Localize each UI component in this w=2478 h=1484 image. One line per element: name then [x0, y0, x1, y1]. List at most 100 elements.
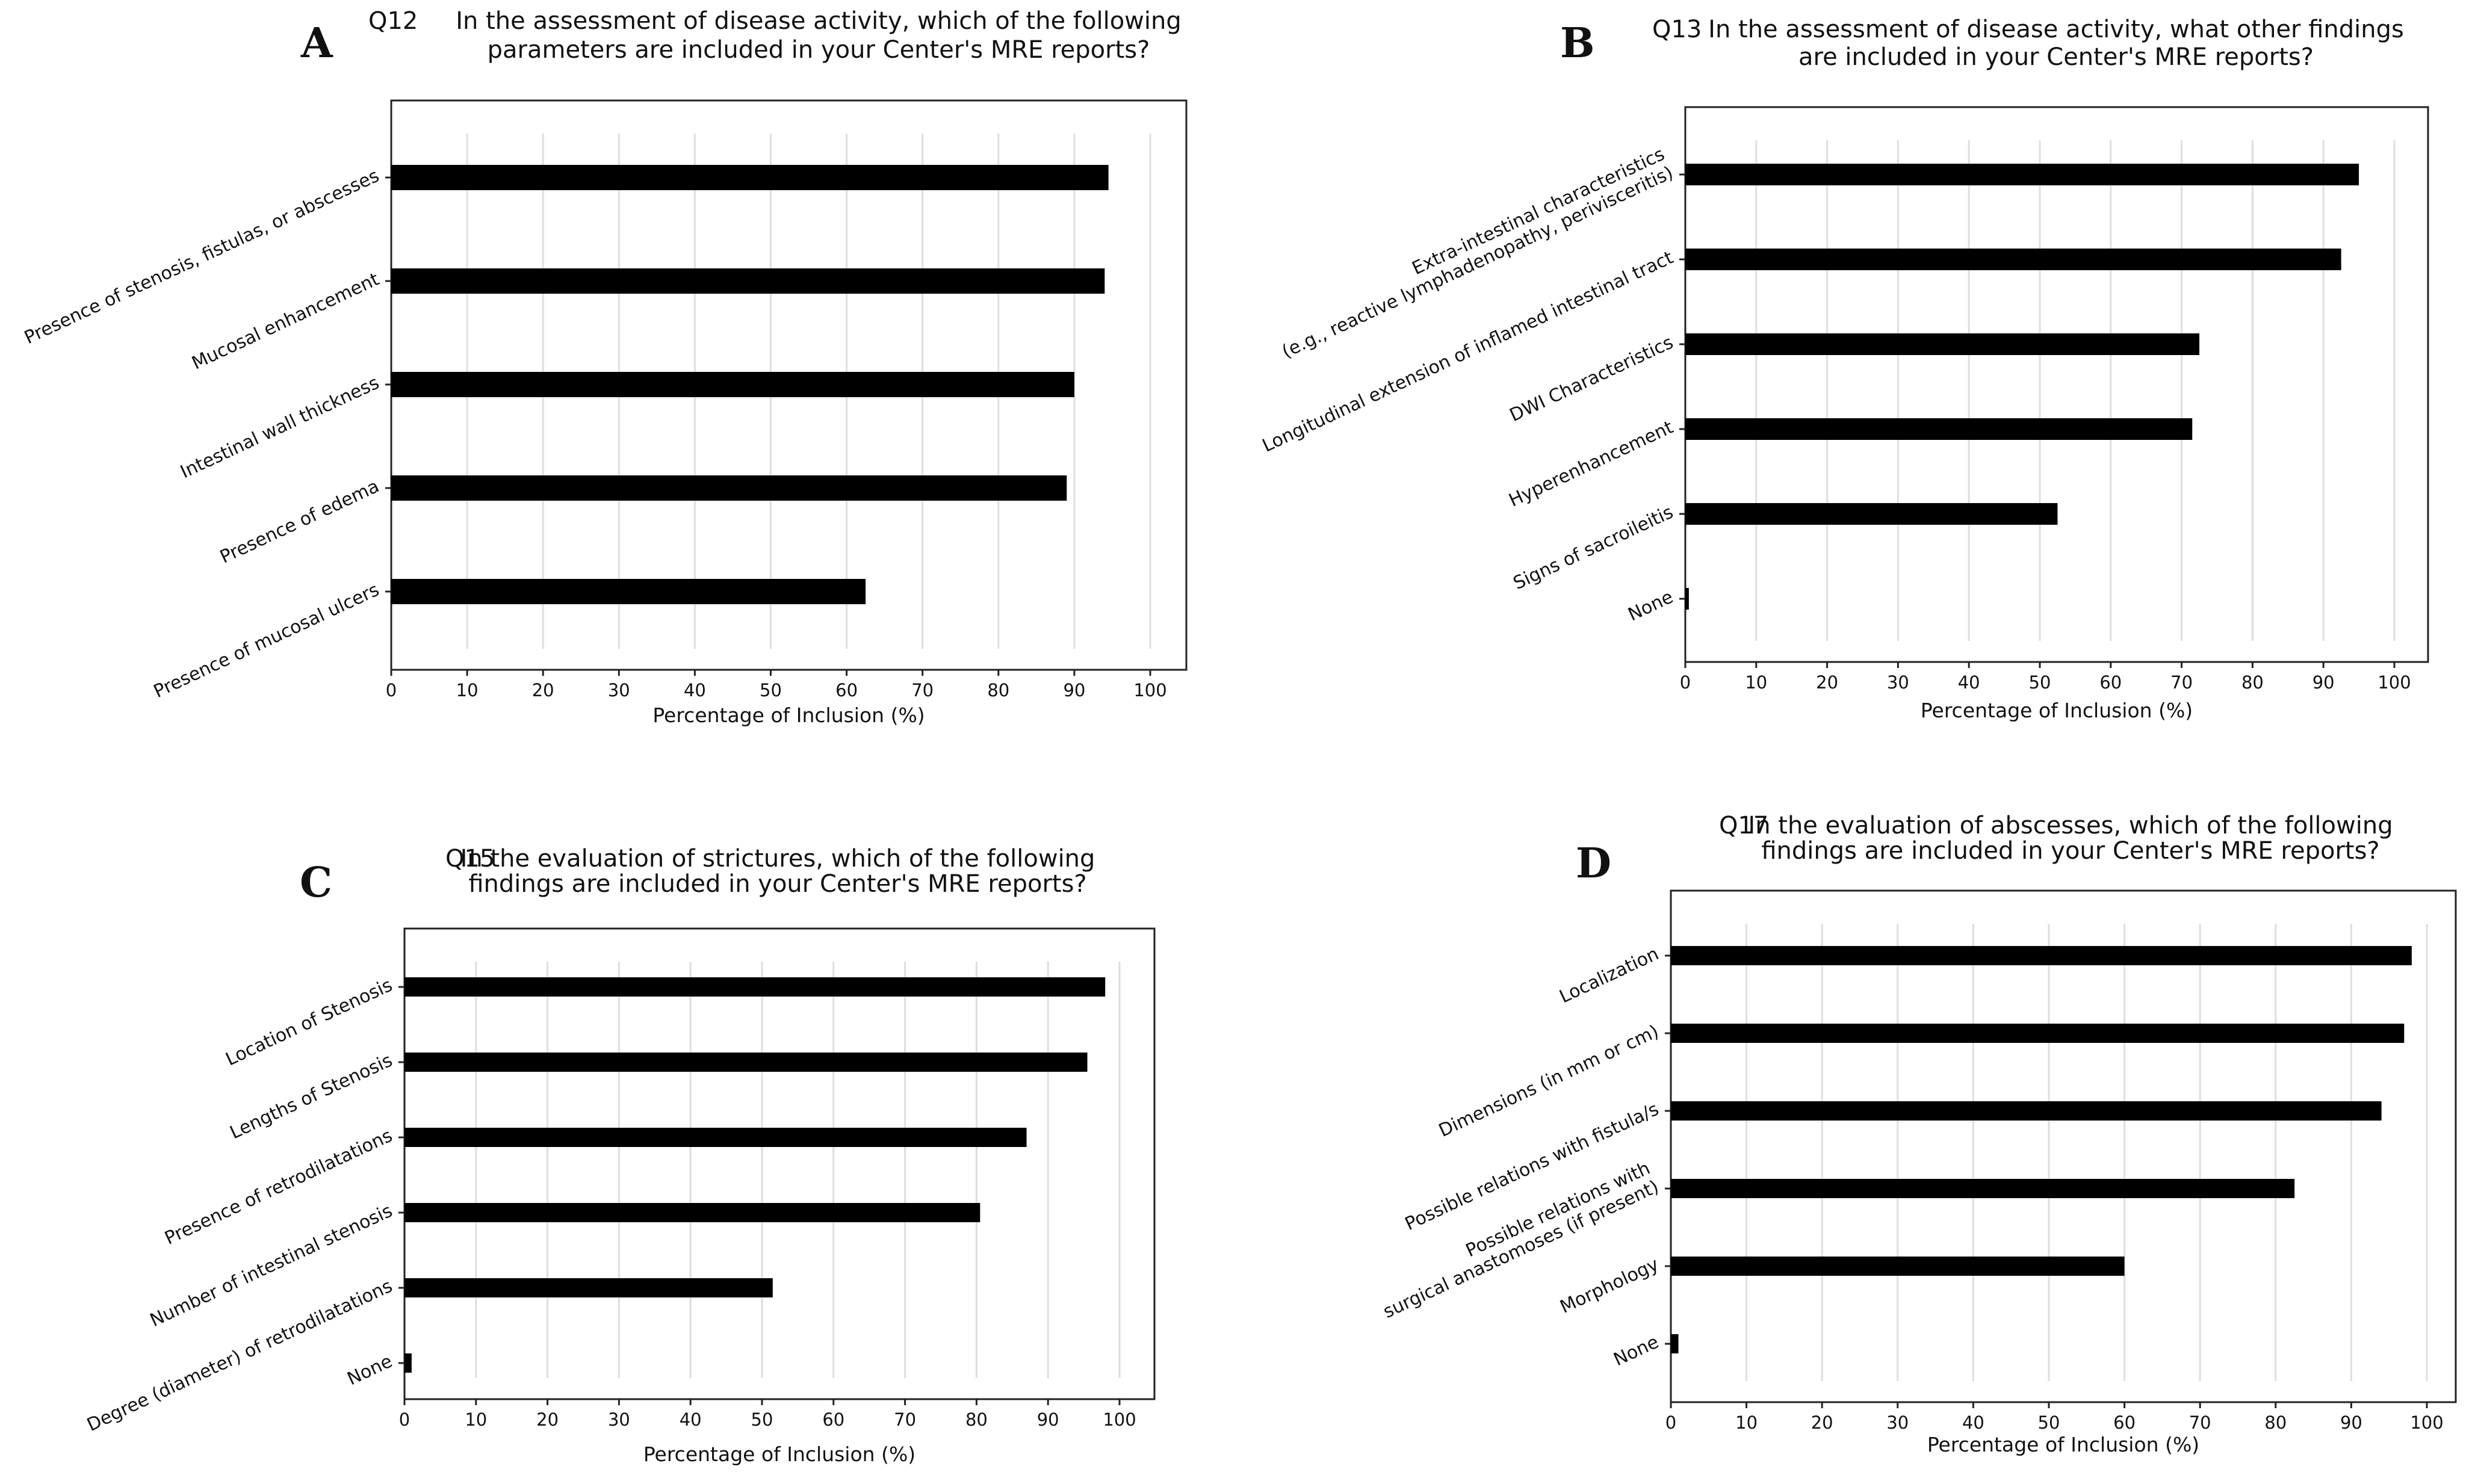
x-tick-label-b-100: 100	[2377, 672, 2411, 693]
bar-d-3	[1671, 1101, 2382, 1121]
category-label-a-1: Presence of stenosis, fistulas, or absce…	[21, 165, 382, 349]
x-tick-label-d-60: 60	[2113, 1412, 2136, 1433]
bar-d-1	[1671, 946, 2412, 965]
bar-b-2	[1685, 249, 2341, 270]
x-tick-label-c-50: 50	[751, 1409, 773, 1430]
bar-b-3	[1685, 333, 2200, 355]
bar-a-4	[391, 475, 1067, 501]
x-tick-label-d-20: 20	[1811, 1412, 1833, 1433]
chart-title-line-a-1: In the assessment of disease activity, w…	[456, 7, 1182, 35]
x-tick-label-a-100: 100	[1133, 680, 1166, 700]
category-label-d-1: Localization	[1556, 944, 1662, 1008]
x-tick-label-b-90: 90	[2312, 672, 2335, 693]
bar-c-2	[404, 1053, 1088, 1072]
x-tick-label-d-30: 30	[1886, 1412, 1909, 1433]
x-tick-label-d-70: 70	[2189, 1412, 2211, 1433]
x-tick-label-d-90: 90	[2340, 1412, 2362, 1433]
x-tick-label-c-80: 80	[965, 1409, 988, 1430]
panel-letter-d: D	[1576, 839, 1611, 888]
category-label-b-5: Signs of sacroileitis	[1510, 502, 1677, 595]
category-label-c-1: Location of Stenosis	[223, 975, 396, 1071]
chart-title-line-c-1: In the evaluation of strictures, which o…	[460, 845, 1095, 873]
chart-panel-b: B Q13 In the assessment of disease activit…	[1259, 16, 2429, 722]
chart-title-line-d-2: findings are included in your Center's M…	[1761, 837, 2379, 865]
x-tick-label-a-80: 80	[987, 680, 1009, 700]
category-label-b-3: DWI Characteristics	[1507, 332, 1677, 427]
x-tick-label-c-60: 60	[822, 1409, 844, 1430]
chart-panel-a: A Q12 In the assessment of disease activit…	[21, 7, 1188, 727]
x-tick-label-d-100: 100	[2410, 1412, 2443, 1433]
category-label-c-6: None	[344, 1351, 396, 1390]
x-tick-label-a-50: 50	[760, 680, 782, 700]
category-label-c-2: Lengths of Stenosis	[227, 1050, 396, 1144]
bar-d-2	[1671, 1024, 2405, 1043]
x-tick-label-a-30: 30	[608, 680, 630, 700]
x-tick-label-c-70: 70	[894, 1409, 916, 1430]
category-label-line-b-1-1: Extra-intestinal characteristics	[1409, 144, 1668, 279]
question-number-a: Q12	[368, 7, 418, 35]
bar-c-6	[404, 1353, 412, 1373]
bar-d-5	[1671, 1257, 2125, 1276]
x-tick-label-c-20: 20	[536, 1409, 559, 1430]
x-tick-label-d-40: 40	[1962, 1412, 1984, 1433]
bar-a-3	[391, 372, 1074, 397]
x-tick-label-a-10: 10	[456, 680, 479, 700]
category-label-a-3: Intestinal wall thickness	[177, 373, 382, 483]
category-label-a-5: Presence of mucosal ulcers	[150, 580, 382, 703]
plot-frame-d	[1670, 889, 2457, 1403]
bar-b-1	[1685, 164, 2359, 185]
x-tick-label-b-40: 40	[1958, 672, 1980, 693]
category-label-c-5: Degree (diameter) of retrodilatations	[84, 1276, 395, 1436]
category-label-b-1: Extra-intestinal characteristics(e.g., r…	[1270, 144, 1676, 363]
chart-title-line-b-2: are included in your Center's MRE report…	[1798, 43, 2314, 71]
bar-c-4	[404, 1203, 980, 1222]
category-label-line-d-4-2: surgical anastomoses (if present)	[1380, 1176, 1662, 1323]
category-label-line-b-1-2: (e.g., reactive lymphadenopathy, perivis…	[1279, 162, 1677, 363]
chart-title-line-b-1: In the assessment of disease activity, w…	[1708, 16, 2404, 43]
x-tick-label-c-40: 40	[680, 1409, 702, 1430]
plot-frame-c	[403, 927, 1156, 1400]
plot-frame-b	[1684, 106, 2429, 663]
x-tick-label-a-60: 60	[835, 680, 858, 700]
x-axis-label-a: Percentage of Inclusion (%)	[652, 703, 925, 727]
x-axis-label-d: Percentage of Inclusion (%)	[1927, 1433, 2199, 1456]
bar-c-1	[404, 977, 1106, 997]
x-tick-label-a-90: 90	[1063, 680, 1085, 700]
panel-letter-a: A	[300, 19, 333, 67]
x-tick-label-b-0: 0	[1680, 672, 1691, 693]
category-label-d-6: None	[1611, 1332, 1662, 1371]
bar-c-5	[404, 1278, 773, 1297]
x-tick-label-d-80: 80	[2264, 1412, 2287, 1433]
bar-d-6	[1671, 1334, 1679, 1353]
x-tick-label-d-50: 50	[2038, 1412, 2060, 1433]
category-label-b-4: Hyperenhancement	[1506, 416, 1677, 511]
panel-letter-b: B	[1560, 19, 1594, 67]
x-tick-label-b-80: 80	[2241, 672, 2264, 693]
x-tick-label-c-100: 100	[1103, 1409, 1136, 1430]
x-tick-label-c-10: 10	[465, 1409, 487, 1430]
x-tick-label-d-10: 10	[1735, 1412, 1758, 1433]
x-tick-label-b-20: 20	[1816, 672, 1838, 693]
question-number-b: Q13	[1652, 16, 1702, 43]
question-number-c: Q15	[445, 845, 495, 873]
x-tick-label-c-90: 90	[1037, 1409, 1059, 1430]
x-tick-label-a-40: 40	[684, 680, 706, 700]
bar-b-5	[1685, 503, 2058, 525]
chart-title-line-a-2: parameters are included in your Center's…	[488, 36, 1150, 64]
x-tick-label-b-10: 10	[1745, 672, 1767, 693]
bar-a-2	[391, 268, 1105, 294]
x-tick-label-d-0: 0	[1665, 1412, 1676, 1433]
bar-b-6	[1685, 588, 1689, 610]
chart-title-line-d-1: In the evaluation of abscesses, which of…	[1748, 812, 2393, 839]
bar-c-3	[404, 1128, 1027, 1147]
category-label-a-2: Mucosal enhancement	[188, 268, 382, 374]
category-label-a-4: Presence of edema	[217, 476, 382, 568]
x-tick-label-a-0: 0	[386, 680, 397, 700]
x-axis-label-c: Percentage of Inclusion (%)	[643, 1442, 915, 1466]
chart-title-line-c-2: findings are included in your Center's M…	[468, 870, 1086, 898]
x-tick-label-c-0: 0	[399, 1409, 410, 1430]
x-tick-label-c-30: 30	[608, 1409, 630, 1430]
x-tick-label-b-50: 50	[2029, 672, 2051, 693]
